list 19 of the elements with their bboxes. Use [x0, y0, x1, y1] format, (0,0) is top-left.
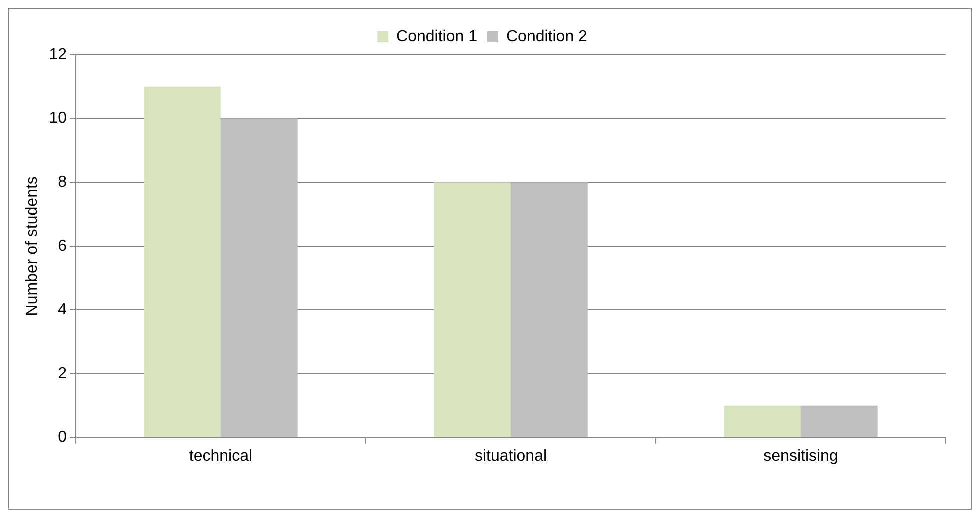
bar	[511, 182, 588, 438]
y-tick-label: 0	[58, 429, 68, 446]
bar	[434, 182, 511, 438]
bar	[801, 406, 878, 438]
y-tick-label: 2	[58, 365, 68, 382]
y-tick-label: 12	[49, 46, 68, 64]
legend-label: Condition 2	[506, 28, 588, 46]
bar	[144, 86, 221, 438]
x-tick-label: sensitising	[764, 448, 838, 465]
bar	[724, 406, 801, 438]
y-tick-label: 10	[49, 110, 68, 128]
bar	[221, 118, 298, 438]
x-tick-label: situational	[474, 448, 548, 465]
y-tick-label: 4	[58, 302, 68, 319]
legend-label: Condition 1	[396, 28, 478, 46]
x-tick-label: technical	[189, 448, 253, 465]
y-tick-label: 8	[58, 174, 68, 192]
y-tick-label: 6	[58, 238, 68, 255]
y-axis-title: Number of students	[24, 176, 42, 316]
